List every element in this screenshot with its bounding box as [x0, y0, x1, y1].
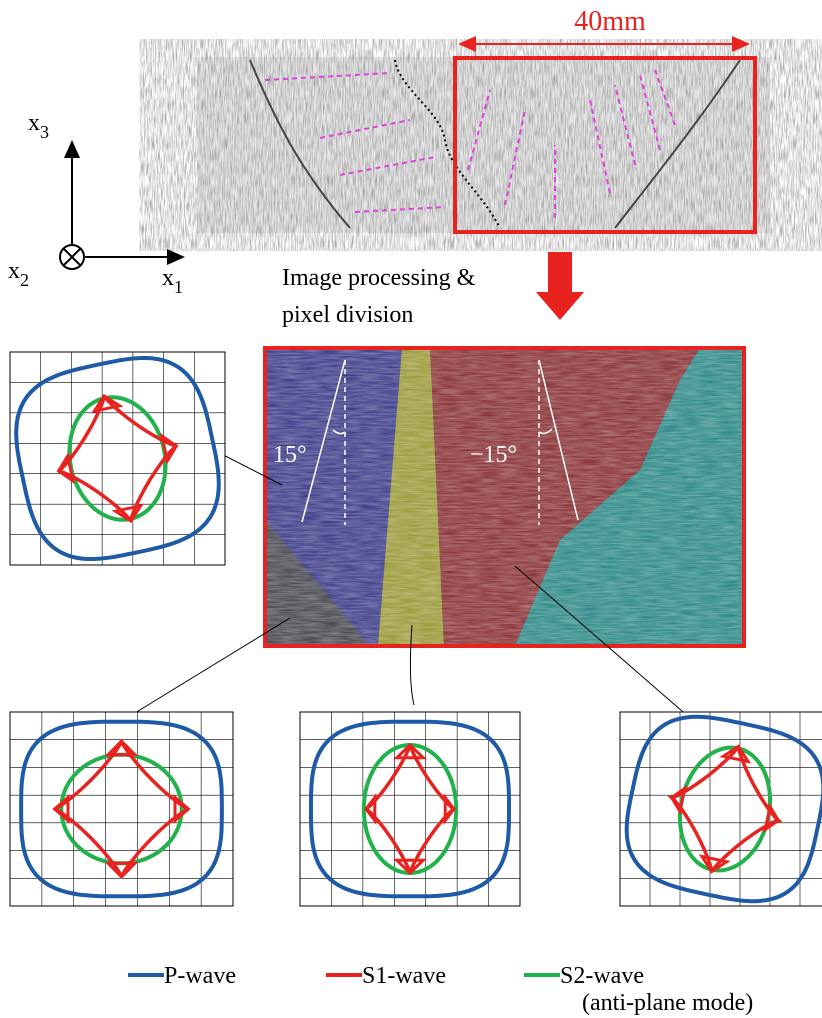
process-label: Image processing &	[282, 265, 476, 291]
legend: P-wave S1-wave S2-wave(anti-plane mode)	[128, 963, 753, 1016]
angle-label: 15°	[273, 442, 307, 468]
scale-label: 40mm	[574, 6, 646, 37]
legend-label: P-wave	[164, 963, 236, 989]
process-arrow	[536, 252, 584, 320]
slowness-plot	[10, 712, 233, 906]
legend-note: (anti-plane mode)	[582, 990, 753, 1016]
figure: 40mm x3 x2 x1 Image processing & pixel d…	[0, 0, 822, 1018]
angle-label: −15°	[470, 442, 517, 468]
plot-frame	[300, 712, 520, 906]
axis-label: x3	[28, 110, 49, 142]
process-label: pixel division	[282, 302, 413, 328]
legend-label: S2-wave	[560, 963, 644, 989]
axis-label: x2	[8, 258, 29, 290]
slowness-plot	[620, 712, 822, 906]
micrograph	[197, 57, 770, 233]
slowness-plot	[300, 712, 520, 906]
axes	[60, 142, 183, 269]
axis-label: x1	[162, 265, 183, 297]
legend-label: S1-wave	[362, 963, 446, 989]
slowness-plot	[10, 352, 225, 565]
